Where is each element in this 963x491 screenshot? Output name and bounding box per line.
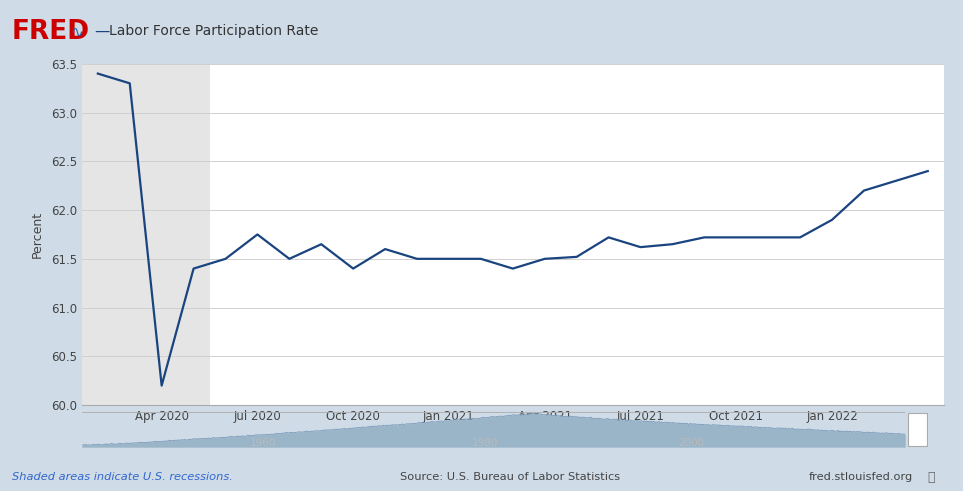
Text: ∿: ∿ [70, 25, 83, 39]
Text: 1960: 1960 [249, 437, 276, 448]
FancyBboxPatch shape [908, 413, 927, 446]
Text: ⤢: ⤢ [927, 471, 935, 484]
Text: fred.stlouisfed.org: fred.stlouisfed.org [809, 472, 913, 482]
Text: —: — [94, 24, 110, 39]
Text: Shaded areas indicate U.S. recessions.: Shaded areas indicate U.S. recessions. [12, 472, 232, 482]
Y-axis label: Percent: Percent [31, 211, 44, 258]
Text: Source: U.S. Bureau of Labor Statistics: Source: U.S. Bureau of Labor Statistics [400, 472, 620, 482]
Text: Labor Force Participation Rate: Labor Force Participation Rate [109, 25, 318, 38]
Text: 2000: 2000 [678, 437, 704, 448]
Text: 1980: 1980 [472, 437, 499, 448]
Bar [82, 64, 210, 405]
Text: FRED: FRED [12, 19, 90, 45]
